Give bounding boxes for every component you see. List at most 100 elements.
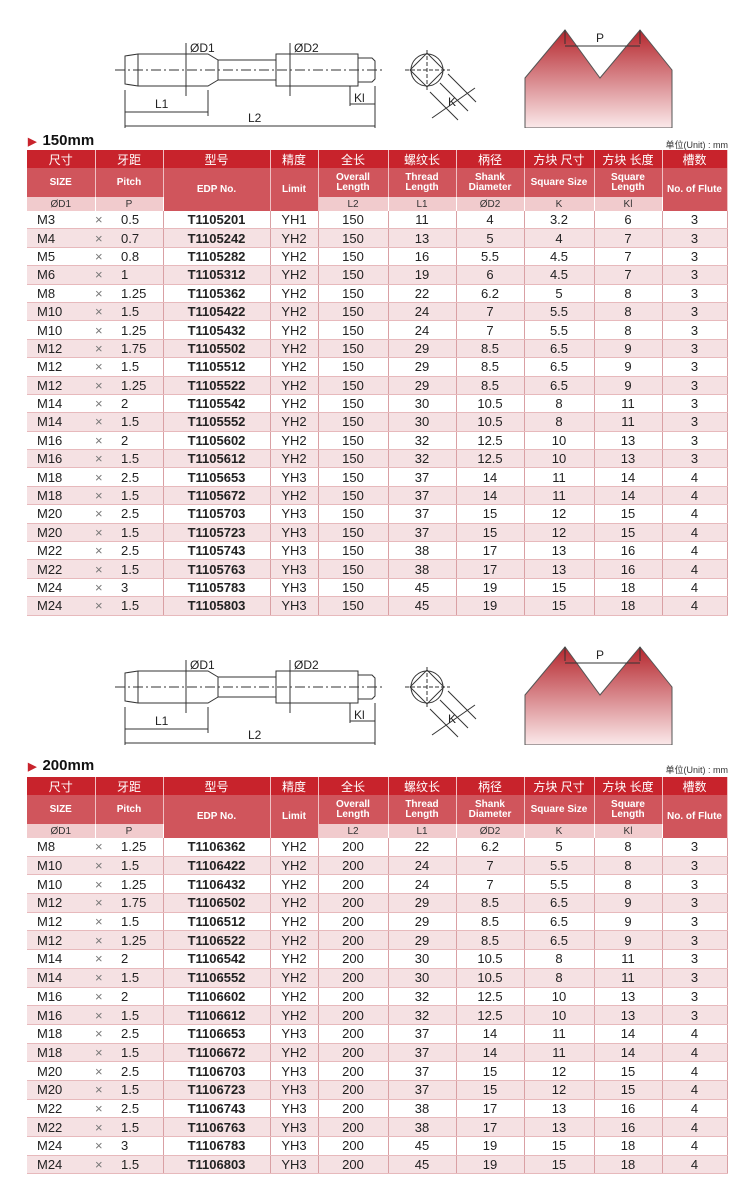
pitch-cell: × 3 <box>95 578 164 598</box>
square-length-cell: 14 <box>594 1043 663 1063</box>
header-en: Square Size <box>524 795 595 824</box>
flute-cell: 4 <box>662 1024 728 1044</box>
limit-cell: YH3 <box>270 578 319 598</box>
shank-diameter-cell: 7 <box>456 874 525 895</box>
thread-length-cell: 30 <box>388 949 457 969</box>
pitch-cell: × 1.5 <box>95 1117 164 1137</box>
flute-cell: 4 <box>662 578 728 598</box>
square-size-cell: 4 <box>524 228 595 248</box>
table-row: M12 × 1.75 T1106502 YH2 200 29 8.5 6.5 9 3 <box>27 893 728 913</box>
flute-cell: 4 <box>662 1061 728 1081</box>
overall-length-cell: 200 <box>318 838 389 857</box>
limit-cell: YH2 <box>270 412 319 432</box>
label-l1: L1 <box>155 97 169 111</box>
pitch-value: 2.5 <box>121 1063 140 1079</box>
times-sign: × <box>95 580 103 595</box>
pitch-cell: × 1.5 <box>95 523 164 543</box>
pitch-value: 1.25 <box>121 839 147 855</box>
pitch-value: 0.7 <box>121 230 140 246</box>
pitch-value: 2 <box>121 951 129 967</box>
size-cell: M6 <box>27 265 95 285</box>
limit-cell: YH3 <box>270 1080 319 1100</box>
shank-diameter-cell: 10.5 <box>456 412 525 432</box>
edp-cell: T1105763 <box>163 559 271 579</box>
pitch-cell: × 1.5 <box>95 449 164 469</box>
square-size-cell: 10 <box>524 1005 595 1025</box>
thread-length-cell: 37 <box>388 504 457 524</box>
times-sign: × <box>95 285 103 301</box>
square-size-cell: 6.5 <box>524 376 595 395</box>
pitch-value: 1.5 <box>121 858 140 874</box>
header-symbol: ØD1 <box>27 197 96 211</box>
pitch-value: 3 <box>121 580 129 595</box>
table-row: M22 × 1.5 T1105763 YH3 150 38 17 13 16 4 <box>27 559 728 579</box>
square-size-cell: 8 <box>524 412 595 432</box>
square-size-cell: 12 <box>524 504 595 524</box>
square-length-cell: 7 <box>594 247 663 267</box>
header-cn: 尺寸 <box>27 150 96 168</box>
table-row: M20 × 1.5 T1106723 YH3 200 37 15 12 15 4 <box>27 1080 728 1100</box>
flute-cell: 4 <box>662 1080 728 1100</box>
header-symbol: K <box>524 824 595 838</box>
limit-cell: YH2 <box>270 486 319 506</box>
square-size-cell: 6.5 <box>524 893 595 913</box>
limit-cell: YH2 <box>270 357 319 377</box>
table-row: M24 × 3 T1105783 YH3 150 45 19 15 18 4 <box>27 578 728 598</box>
header-en: SIZE <box>27 168 96 197</box>
pitch-value: 1.5 <box>121 1157 140 1173</box>
flute-cell: 4 <box>662 523 728 543</box>
pitch-cell: × 2 <box>95 987 164 1007</box>
table-row: M16 × 2 T1105602 YH2 150 32 12.5 10 13 3 <box>27 431 728 451</box>
pitch-cell: × 2.5 <box>95 1024 164 1044</box>
size-cell: M18 <box>27 1043 95 1063</box>
times-sign: × <box>95 524 103 540</box>
pitch-value: 1.5 <box>121 1044 140 1060</box>
thread-length-cell: 30 <box>388 412 457 432</box>
header-en: Square Length <box>594 795 663 824</box>
pitch-cell: × 1 <box>95 265 164 285</box>
times-sign: × <box>95 988 103 1004</box>
pitch-cell: × 1.5 <box>95 1043 164 1063</box>
square-length-cell: 13 <box>594 1005 663 1025</box>
square-size-cell: 5.5 <box>524 874 595 895</box>
table-row: M16 × 2 T1106602 YH2 200 32 12.5 10 13 3 <box>27 987 728 1007</box>
overall-length-cell: 150 <box>318 523 389 543</box>
square-length-cell: 16 <box>594 1099 663 1119</box>
square-length-cell: 6 <box>594 211 663 230</box>
square-length-cell: 16 <box>594 541 663 561</box>
pitch-cell: × 2 <box>95 394 164 414</box>
header-en: Thread Length <box>388 795 457 824</box>
flute-cell: 4 <box>662 596 728 616</box>
limit-cell: YH3 <box>270 523 319 543</box>
edp-cell: T1105512 <box>163 357 271 377</box>
pitch-value: 1.5 <box>121 561 140 577</box>
flute-cell: 3 <box>662 394 728 414</box>
thread-length-cell: 37 <box>388 467 457 487</box>
limit-cell: YH3 <box>270 1117 319 1137</box>
thread-length-cell: 45 <box>388 1155 457 1175</box>
pitch-cell: × 2.5 <box>95 541 164 561</box>
header-en: EDP No. <box>163 168 271 211</box>
header-cn: 全长 <box>318 777 389 795</box>
limit-cell: YH2 <box>270 320 319 340</box>
size-cell: M10 <box>27 856 95 876</box>
shank-diameter-cell: 7 <box>456 320 525 340</box>
flute-cell: 3 <box>662 431 728 451</box>
square-size-cell: 10 <box>524 449 595 469</box>
size-cell: M20 <box>27 523 95 543</box>
pitch-value: 1.5 <box>121 914 140 930</box>
header-cn: 方块 尺寸 <box>524 777 595 795</box>
shank-diameter-cell: 17 <box>456 1117 525 1137</box>
pitch-cell: × 1.75 <box>95 893 164 913</box>
section-title-text: 200mm <box>42 757 95 774</box>
times-sign: × <box>95 1138 103 1154</box>
pitch-cell: × 0.5 <box>95 211 164 230</box>
square-length-cell: 9 <box>594 357 663 377</box>
thread-length-cell: 30 <box>388 394 457 414</box>
edp-cell: T1105282 <box>163 247 271 267</box>
header-en: No. of Flute <box>662 795 728 838</box>
shank-diameter-cell: 15 <box>456 1080 525 1100</box>
thread-length-cell: 29 <box>388 912 457 932</box>
limit-cell: YH2 <box>270 376 319 395</box>
pitch-value: 1.25 <box>121 876 147 892</box>
